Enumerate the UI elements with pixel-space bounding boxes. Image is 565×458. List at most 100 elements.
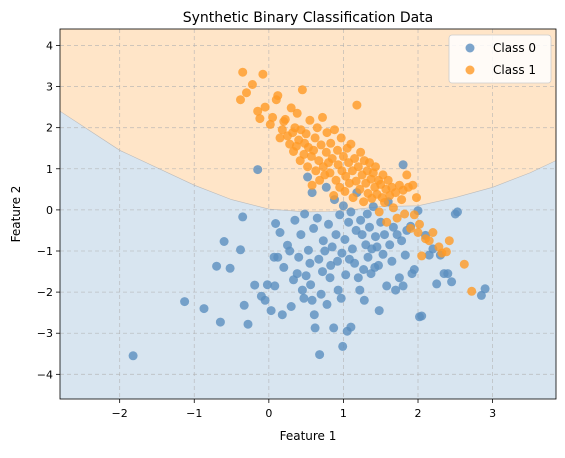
- x-tick-label: 1: [340, 407, 347, 420]
- class-1-point: [359, 197, 369, 207]
- class-0-point: [327, 242, 337, 252]
- x-tick-label: −2: [112, 407, 128, 420]
- y-tick-label: −3: [37, 327, 53, 340]
- class-1-point: [312, 123, 322, 133]
- data-points: [128, 67, 490, 361]
- class-1-point: [330, 125, 339, 135]
- class-0-point: [447, 277, 457, 287]
- class-0-point: [335, 210, 345, 220]
- class-0-point: [432, 279, 442, 289]
- class-0-point: [476, 290, 486, 300]
- class-0-point: [286, 302, 296, 311]
- class-1-point: [340, 186, 350, 196]
- class-0-point: [219, 237, 229, 246]
- class-0-point: [215, 317, 225, 327]
- y-tick-label: 1: [46, 163, 53, 176]
- class-0-point: [325, 273, 335, 283]
- class-0-point: [290, 215, 300, 225]
- class-1-point: [391, 188, 401, 198]
- y-tick-label: 3: [46, 81, 53, 94]
- class-0-point: [362, 209, 372, 219]
- legend-label-class-1: Class 1: [493, 63, 536, 77]
- class-1-point: [260, 102, 270, 112]
- class-0-point: [250, 280, 260, 290]
- class-1-point: [467, 286, 477, 296]
- class-0-point: [382, 281, 392, 291]
- y-tick-label: −2: [37, 286, 53, 299]
- class-1-point: [307, 180, 317, 190]
- class-0-point: [260, 295, 270, 305]
- class-0-point: [324, 219, 333, 229]
- class-0-point: [409, 265, 419, 274]
- class-0-point: [329, 323, 339, 333]
- class-0-point: [322, 299, 332, 309]
- class-0-point: [270, 281, 280, 291]
- x-axis-label: Feature 1: [280, 429, 337, 443]
- class-1-point: [329, 191, 339, 200]
- class-1-point: [236, 95, 245, 105]
- class-1-point: [428, 228, 438, 237]
- class-1-point: [388, 203, 398, 213]
- class-0-point: [243, 319, 253, 329]
- class-1-point: [459, 259, 469, 269]
- class-0-point: [266, 306, 276, 316]
- class-1-point: [424, 236, 434, 246]
- class-0-point: [394, 273, 404, 283]
- class-0-point: [380, 230, 389, 240]
- class-0-point: [300, 209, 310, 219]
- class-1-point: [338, 151, 348, 161]
- class-0-point: [279, 262, 289, 272]
- class-1-point: [299, 149, 309, 159]
- class-0-point: [398, 160, 408, 170]
- class-0-point: [388, 222, 398, 232]
- class-1-point: [301, 129, 311, 139]
- class-1-point: [380, 198, 389, 207]
- class-0-point: [480, 284, 490, 294]
- class-1-point: [412, 193, 421, 203]
- class-0-point: [253, 165, 263, 175]
- class-0-point: [277, 310, 287, 320]
- x-tick-label: 3: [489, 407, 496, 420]
- legend-marker-class-1: [465, 65, 475, 75]
- class-0-point: [239, 300, 249, 310]
- class-0-point: [374, 306, 384, 316]
- class-1-point: [352, 100, 362, 110]
- class-1-point: [413, 228, 423, 237]
- legend: Class 0 Class 1: [448, 34, 552, 84]
- class-1-point: [331, 175, 341, 185]
- class-1-point: [309, 145, 319, 155]
- class-0-point: [359, 265, 369, 274]
- class-1-point: [353, 162, 363, 172]
- class-0-point: [303, 172, 313, 182]
- class-0-point: [236, 245, 245, 255]
- class-1-point: [356, 147, 366, 157]
- class-0-point: [312, 213, 322, 223]
- class-0-point: [387, 256, 397, 266]
- class-1-point: [374, 207, 384, 217]
- class-0-point: [398, 281, 408, 291]
- class-1-point: [348, 193, 358, 203]
- class-0-point: [341, 270, 351, 280]
- class-0-point: [338, 201, 348, 211]
- class-1-point: [255, 114, 265, 124]
- class-1-point: [415, 219, 424, 229]
- class-0-point: [318, 267, 327, 277]
- class-0-point: [333, 285, 343, 295]
- class-1-point: [311, 166, 321, 176]
- class-0-point: [292, 269, 302, 279]
- class-0-point: [271, 219, 281, 228]
- class-0-point: [340, 235, 350, 244]
- class-0-point: [306, 280, 316, 290]
- class-1-point: [268, 112, 278, 122]
- class-0-point: [346, 322, 356, 332]
- class-0-point: [180, 297, 190, 307]
- class-0-point: [285, 246, 295, 256]
- x-axis-ticks: −2 −1 0 1 2 3: [112, 399, 496, 420]
- class-0-point: [371, 232, 380, 242]
- class-1-point: [316, 140, 326, 150]
- class-1-point: [406, 223, 416, 233]
- class-0-point: [275, 228, 285, 237]
- class-0-point: [391, 285, 401, 295]
- class-0-point: [350, 258, 360, 268]
